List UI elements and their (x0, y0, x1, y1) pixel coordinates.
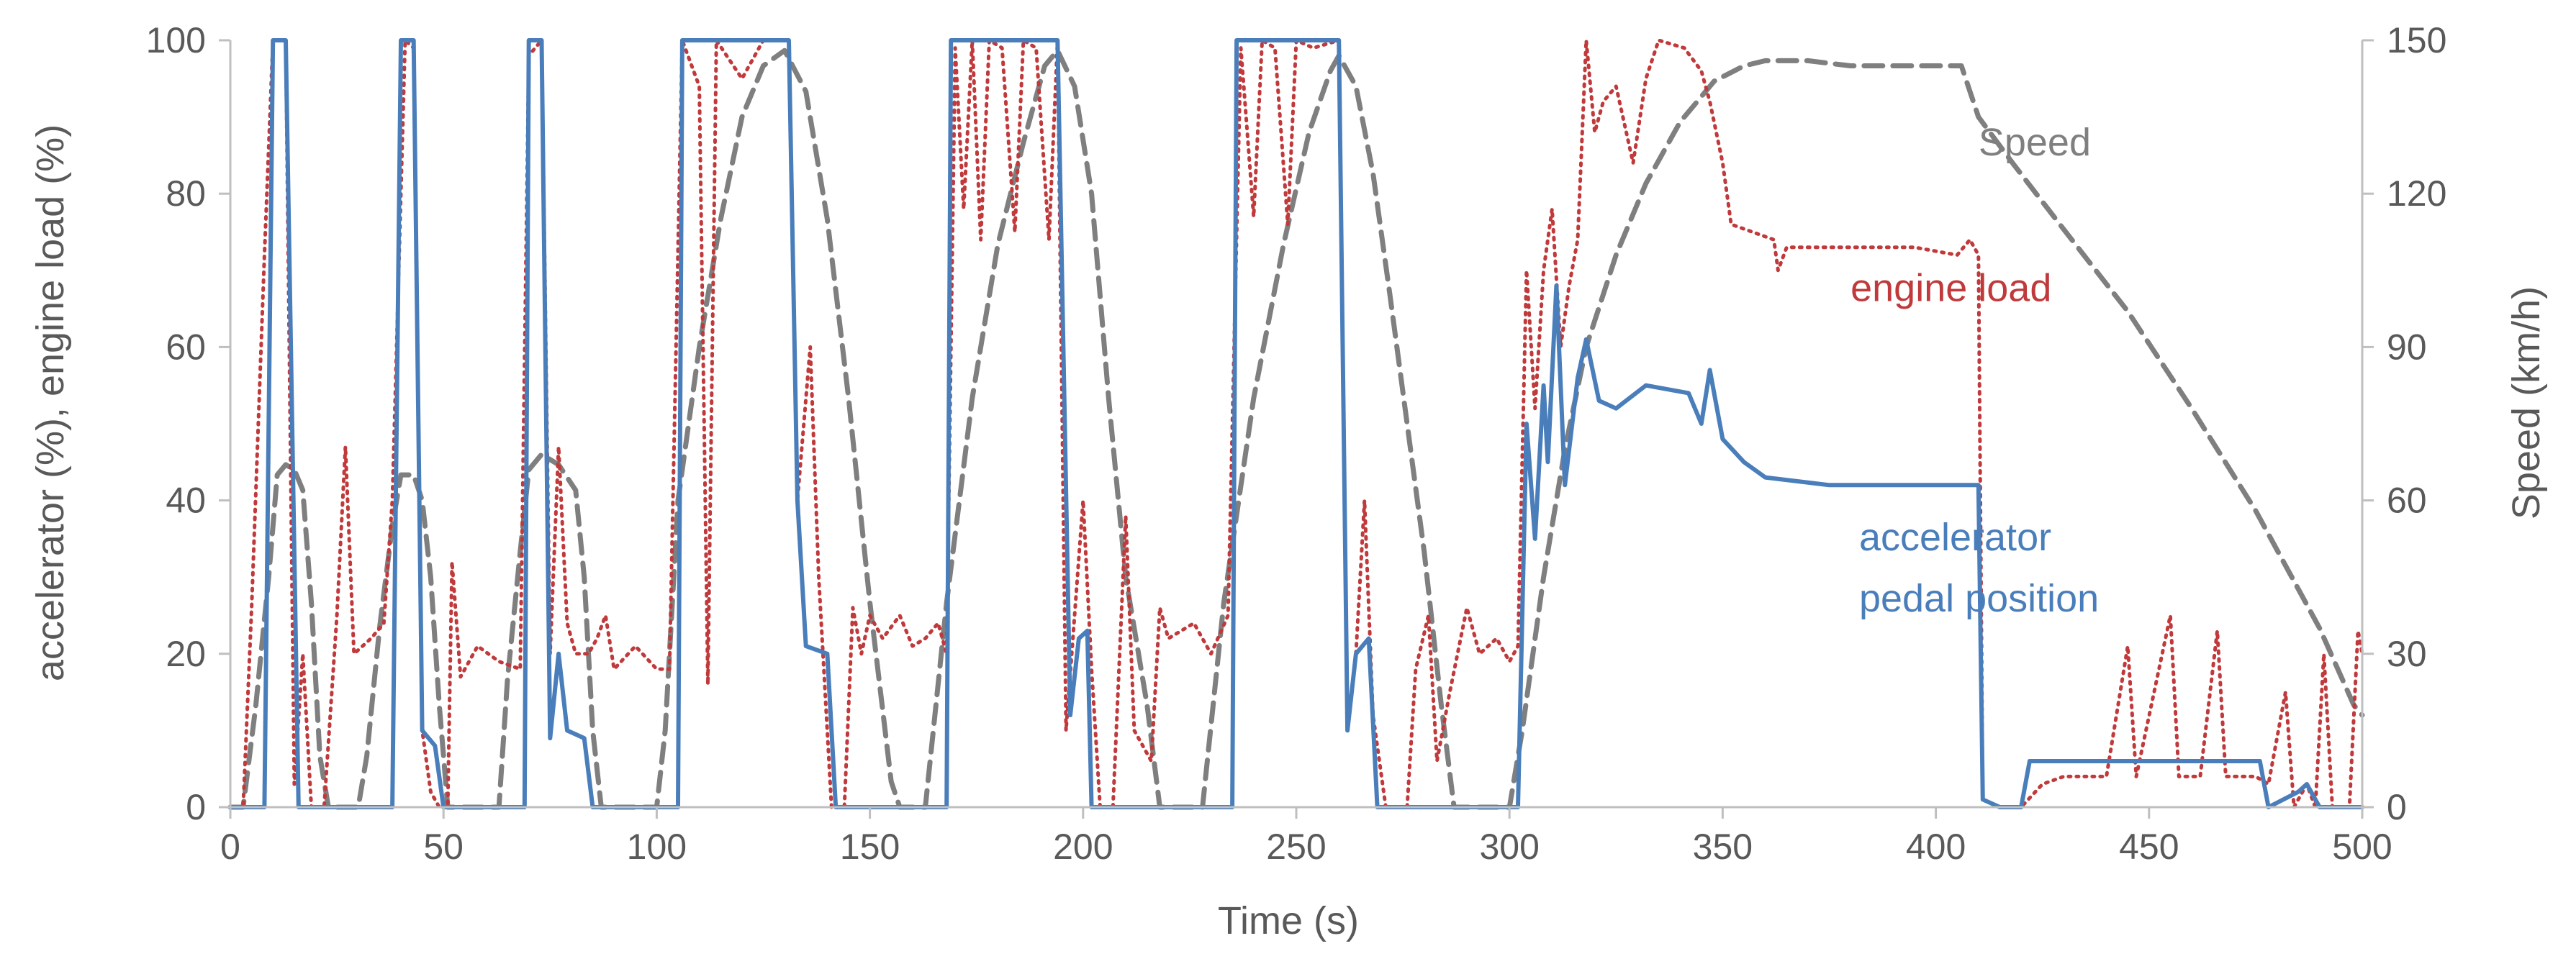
y-right-tick-label: 0 (2387, 787, 2407, 827)
x-tick-label: 150 (840, 827, 900, 867)
y-left-tick-label: 80 (166, 173, 206, 214)
accelerator-series-line (228, 38, 2364, 809)
y-axis-left-title: accelerator (%), engine load (%) (29, 124, 72, 681)
axes: 0 50 100 150 200 250 300 350 400 450 5000204060801… (146, 20, 2447, 867)
x-tick-label: 300 (1479, 827, 1539, 867)
pedal-position-annotation: pedal position (1859, 577, 2099, 620)
x-tick-label: 0 (220, 827, 240, 867)
y-right-tick-label: 30 (2387, 634, 2427, 674)
x-tick-label: 400 (1906, 827, 1966, 867)
x-axis-title: Time (s) (1218, 899, 1359, 942)
x-tick-label: 200 (1053, 827, 1113, 867)
y-right-tick-label: 90 (2387, 327, 2427, 367)
x-tick-label: 250 (1266, 827, 1326, 867)
y-right-tick-label: 60 (2387, 481, 2427, 521)
speed-annotation: Speed (1979, 121, 2091, 164)
y-left-tick-label: 100 (146, 20, 206, 60)
accelerator-annotation: accelerator (1859, 516, 2051, 559)
x-tick-label: 500 (2332, 827, 2392, 867)
speed-series-line (227, 47, 2365, 810)
y-right-tick-label: 120 (2387, 173, 2446, 214)
x-tick-label: 450 (2119, 827, 2179, 867)
labels: Time (s) accelerator (%), engine load (%… (29, 121, 2548, 942)
y-left-tick-label: 40 (166, 481, 206, 521)
engine-load-annotation: engine load (1850, 266, 2051, 309)
y-left-tick-label: 20 (166, 634, 206, 674)
plot-series (227, 38, 2365, 810)
y-left-tick-label: 0 (186, 787, 206, 827)
y-axis-right-title: Speed (km/h) (2505, 286, 2548, 519)
x-tick-label: 50 (423, 827, 464, 867)
y-right-tick-label: 150 (2387, 20, 2446, 60)
x-tick-label: 100 (627, 827, 687, 867)
y-left-tick-label: 60 (166, 327, 206, 367)
x-tick-label: 350 (1693, 827, 1753, 867)
